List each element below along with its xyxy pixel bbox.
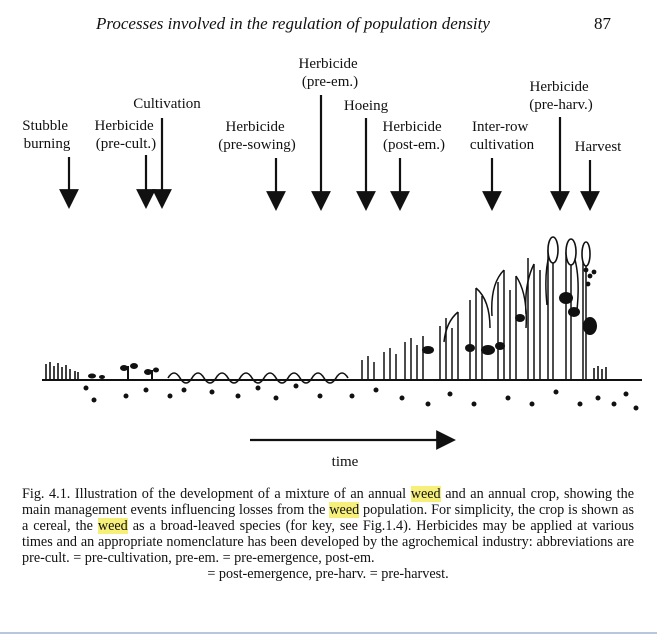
page-number: 87	[594, 14, 611, 33]
caption-text-1: Fig. 4.1. Illustration of the developmen…	[22, 486, 411, 502]
label-herbicide-pre-cult: Herbicide (pre-cult.)	[95, 118, 158, 152]
emerging-seedlings-line	[167, 372, 349, 384]
time-label: time	[332, 454, 359, 470]
seed-bank-illustration	[83, 383, 639, 411]
figure-caption: Fig. 4.1. Illustration of the developmen…	[22, 486, 634, 582]
caption-text-5: = post-emergence, pre-harv. = pre-harves…	[207, 566, 449, 582]
label-stubble-burning: Stubble burning	[22, 118, 72, 152]
label-hoeing: Hoeing	[344, 98, 389, 114]
label-harvest: Harvest	[575, 139, 622, 155]
label-herbicide-pre-sowing: Herbicide (pre-sowing)	[218, 119, 295, 153]
stubble-illustration	[45, 362, 607, 380]
label-cultivation: Cultivation	[133, 96, 201, 112]
caption-text-4: as a broad-leaved species (for key, see …	[22, 518, 635, 566]
grain-heads-illustration	[547, 236, 591, 267]
weed-seedlings-illustration	[88, 363, 159, 380]
highlight-weed-1: weed	[410, 486, 441, 502]
label-herbicide-pre-em: Herbicide (pre-em.)	[299, 56, 362, 90]
label-herbicide-post-em: Herbicide (post-em.)	[383, 119, 446, 153]
page-header: Processes involved in the regulation of …	[0, 14, 657, 38]
label-herbicide-pre-harv: Herbicide (pre-harv.)	[529, 79, 593, 113]
event-arrows	[59, 95, 600, 211]
running-title: Processes involved in the regulation of …	[96, 14, 490, 33]
label-inter-row-cultivation: Inter-row cultivation	[470, 119, 535, 153]
highlight-weed-2: weed	[329, 502, 360, 518]
caption-text-3: population. For simplicity, the crop is …	[22, 502, 635, 534]
caption-text-2: and an annual crop, showing the main man…	[22, 486, 634, 518]
bottom-rule	[0, 632, 657, 634]
crop-plants-illustration	[361, 244, 587, 380]
event-labels: Stubble burning Herbicide (pre-cult.) Cu…	[22, 56, 622, 155]
weed-leaves-illustration	[422, 267, 597, 355]
highlight-weed-3: weed	[97, 518, 128, 534]
figure-illustration: Stubble burning Herbicide (pre-cult.) Cu…	[22, 56, 642, 470]
